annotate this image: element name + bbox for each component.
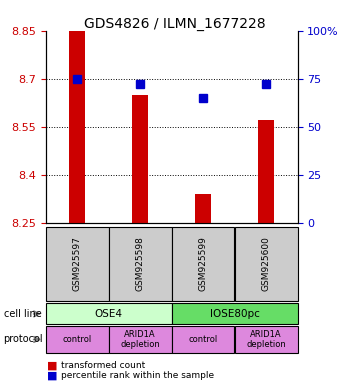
Text: control: control <box>62 335 92 344</box>
Text: IOSE80pc: IOSE80pc <box>210 309 259 319</box>
Text: GSM925600: GSM925600 <box>261 237 271 291</box>
Text: percentile rank within the sample: percentile rank within the sample <box>61 371 214 380</box>
Text: ARID1A
depletion: ARID1A depletion <box>246 330 286 349</box>
Bar <box>195 194 211 223</box>
Bar <box>132 95 148 223</box>
Text: GSM925598: GSM925598 <box>135 237 145 291</box>
Text: OSE4: OSE4 <box>94 309 122 319</box>
Text: protocol: protocol <box>4 334 43 344</box>
Text: transformed count: transformed count <box>61 361 146 370</box>
Text: ■: ■ <box>47 361 58 371</box>
Text: cell line: cell line <box>4 309 41 319</box>
Text: GSM925597: GSM925597 <box>72 237 82 291</box>
Text: control: control <box>188 335 218 344</box>
Text: GDS4826 / ILMN_1677228: GDS4826 / ILMN_1677228 <box>84 17 266 31</box>
Text: ARID1A
depletion: ARID1A depletion <box>120 330 160 349</box>
Text: ■: ■ <box>47 371 58 381</box>
Bar <box>258 120 274 223</box>
Text: GSM925599: GSM925599 <box>198 237 208 291</box>
Bar <box>69 31 85 223</box>
